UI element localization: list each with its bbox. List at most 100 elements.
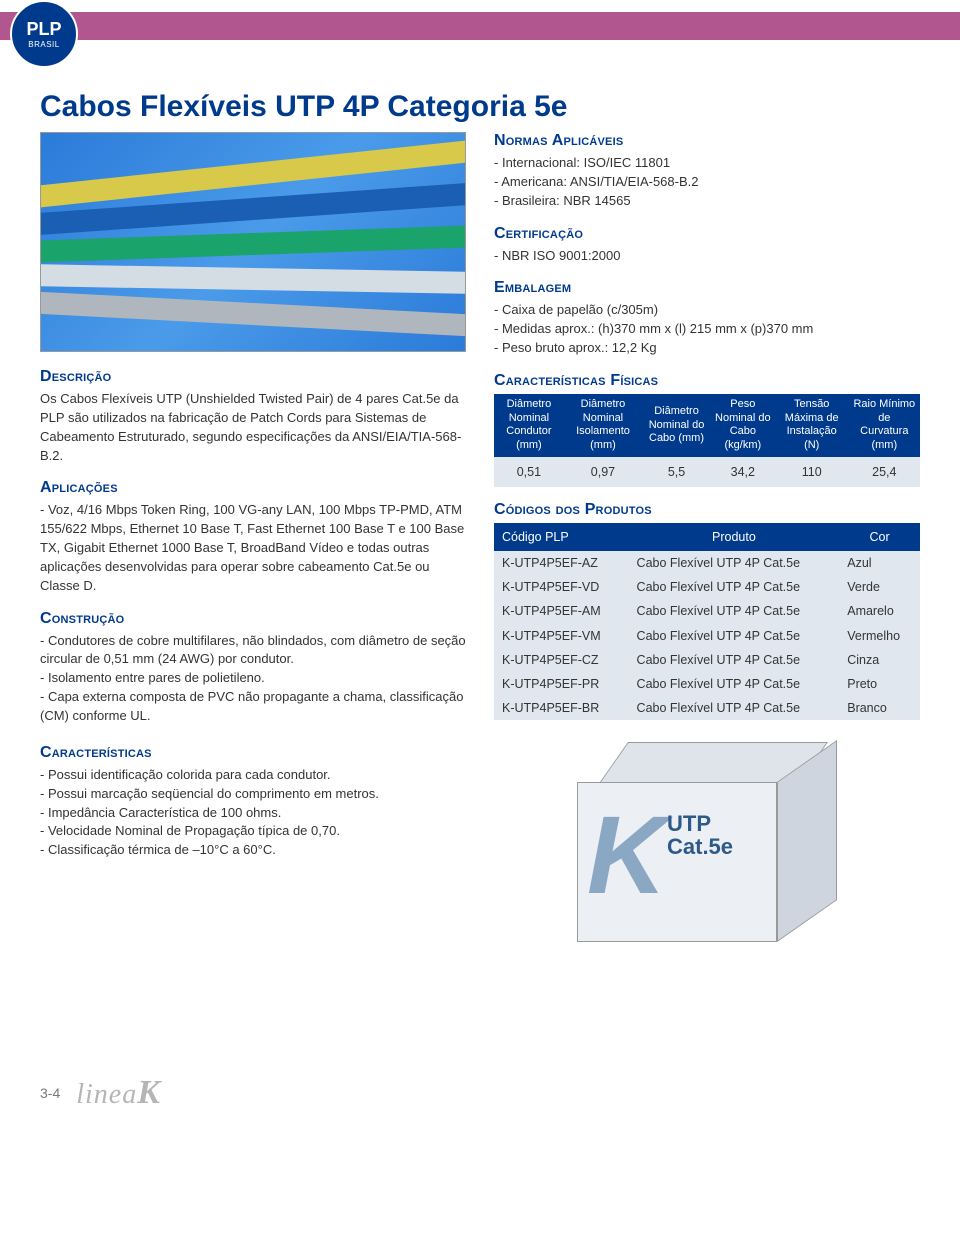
header-stripe [0, 12, 960, 40]
table-cell: K-UTP4P5EF-VD [494, 575, 629, 599]
table-cell: Cabo Flexível UTP 4P Cat.5e [629, 648, 840, 672]
table-row: K-UTP4P5EF-CZ Cabo Flexível UTP 4P Cat.5… [494, 648, 920, 672]
table-row: K-UTP4P5EF-BR Cabo Flexível UTP 4P Cat.5… [494, 696, 920, 720]
table-header: Tensão Máxima de Instalação (N) [775, 394, 849, 457]
table-header-row: Diâmetro Nominal Condutor (mm) Diâmetro … [494, 394, 920, 457]
table-cell: 0,51 [494, 457, 564, 487]
cable-green [40, 225, 466, 263]
table-cell: Cabo Flexível UTP 4P Cat.5e [629, 624, 840, 648]
table-header: Produto [629, 523, 840, 551]
product-box-image: K UTP Cat.5e [494, 742, 920, 952]
table-cell: 34,2 [711, 457, 775, 487]
codigos-table: Código PLP Produto Cor K-UTP4P5EF-AZ Cab… [494, 523, 920, 720]
caracteristicas-title: Características [40, 744, 466, 762]
cardboard-box: K UTP Cat.5e [577, 742, 837, 952]
table-row: K-UTP4P5EF-VD Cabo Flexível UTP 4P Cat.5… [494, 575, 920, 599]
list-item: NBR ISO 9001:2000 [494, 247, 920, 266]
table-cell: Cabo Flexível UTP 4P Cat.5e [629, 575, 840, 599]
list-item: Velocidade Nominal de Propagação típica … [40, 822, 466, 841]
page-number: 3-4 [40, 1085, 60, 1101]
table-cell: Azul [839, 551, 920, 575]
two-column-layout: Descrição Os Cabos Flexíveis UTP (Unshie… [40, 132, 920, 952]
table-header: Diâmetro Nominal Condutor (mm) [494, 394, 564, 457]
table-header-row: Código PLP Produto Cor [494, 523, 920, 551]
table-header: Raio Mínimo de Curvatura (mm) [849, 394, 920, 457]
construcao-title: Construção [40, 610, 466, 628]
table-cell: 25,4 [849, 457, 920, 487]
normas-title: Normas Aplicáveis [494, 132, 920, 150]
table-cell: Vermelho [839, 624, 920, 648]
descricao-title: Descrição [40, 368, 466, 386]
table-header: Diâmetro Nominal Isolamento (mm) [564, 394, 642, 457]
table-cell: K-UTP4P5EF-CZ [494, 648, 629, 672]
table-row: K-UTP4P5EF-AZ Cabo Flexível UTP 4P Cat.5… [494, 551, 920, 575]
cable-white [40, 264, 466, 294]
table-cell: K-UTP4P5EF-VM [494, 624, 629, 648]
list-item: Classificação térmica de –10°C a 60°C. [40, 841, 466, 860]
list-item: Brasileira: NBR 14565 [494, 192, 920, 211]
table-row: 0,51 0,97 5,5 34,2 110 25,4 [494, 457, 920, 487]
codigos-tbody: K-UTP4P5EF-AZ Cabo Flexível UTP 4P Cat.5… [494, 551, 920, 720]
list-item: Impedância Característica de 100 ohms. [40, 804, 466, 823]
table-cell: K-UTP4P5EF-PR [494, 672, 629, 696]
brand-text: linea [76, 1079, 137, 1110]
table-header: Código PLP [494, 523, 629, 551]
table-cell: Preto [839, 672, 920, 696]
list-item: Americana: ANSI/TIA/EIA-568-B.2 [494, 173, 920, 192]
list-item: Caixa de papelão (c/305m) [494, 301, 920, 320]
hero-image [40, 132, 466, 352]
fisicas-table: Diâmetro Nominal Condutor (mm) Diâmetro … [494, 394, 920, 487]
box-label-line2: Cat.5e [667, 834, 733, 859]
page-footer: 3-4 lineaK [40, 1074, 920, 1112]
fisicas-title: Características Físicas [494, 372, 920, 390]
table-cell: Amarelo [839, 599, 920, 623]
table-header: Diâmetro Nominal do Cabo (mm) [642, 394, 711, 457]
embalagem-title: Embalagem [494, 279, 920, 297]
certificacao-list: NBR ISO 9001:2000 [494, 247, 920, 266]
list-item: Condutores de cobre multifilares, não bl… [40, 632, 466, 670]
table-header: Cor [839, 523, 920, 551]
table-cell: Cabo Flexível UTP 4P Cat.5e [629, 696, 840, 720]
table-cell: Cinza [839, 648, 920, 672]
descricao-text: Os Cabos Flexíveis UTP (Unshielded Twist… [40, 390, 466, 465]
table-row: K-UTP4P5EF-PR Cabo Flexível UTP 4P Cat.5… [494, 672, 920, 696]
table-cell: Cabo Flexível UTP 4P Cat.5e [629, 599, 840, 623]
list-item: Peso bruto aprox.: 12,2 Kg [494, 339, 920, 358]
aplicacoes-text: - Voz, 4/16 Mbps Token Ring, 100 VG-any … [40, 501, 466, 595]
caracteristicas-list: Possui identificação colorida para cada … [40, 766, 466, 860]
embalagem-list: Caixa de papelão (c/305m) Medidas aprox.… [494, 301, 920, 358]
page-title: Cabos Flexíveis UTP 4P Categoria 5e [40, 90, 920, 124]
list-item: Internacional: ISO/IEC 11801 [494, 154, 920, 173]
list-item: Capa externa composta de PVC não propaga… [40, 688, 466, 726]
cable-grey [40, 291, 466, 337]
plp-logo: PLP BRASIL [10, 0, 78, 68]
page-content: Cabos Flexíveis UTP 4P Categoria 5e Desc… [0, 0, 960, 1132]
box-k-graphic: K [587, 792, 666, 919]
codigos-title: Códigos dos Produtos [494, 501, 920, 519]
right-column: Normas Aplicáveis Internacional: ISO/IEC… [494, 132, 920, 952]
table-header: Peso Nominal do Cabo (kg/km) [711, 394, 775, 457]
construcao-list: Condutores de cobre multifilares, não bl… [40, 632, 466, 726]
table-row: K-UTP4P5EF-AM Cabo Flexível UTP 4P Cat.5… [494, 599, 920, 623]
table-row: K-UTP4P5EF-VM Cabo Flexível UTP 4P Cat.5… [494, 624, 920, 648]
table-cell: Branco [839, 696, 920, 720]
table-cell: 0,97 [564, 457, 642, 487]
logo-text: PLP [26, 19, 61, 40]
list-item: Medidas aprox.: (h)370 mm x (l) 215 mm x… [494, 320, 920, 339]
table-cell: K-UTP4P5EF-AZ [494, 551, 629, 575]
brand-k: K [137, 1074, 161, 1111]
box-label: UTP Cat.5e [667, 812, 767, 858]
table-cell: 5,5 [642, 457, 711, 487]
normas-list: Internacional: ISO/IEC 11801 Americana: … [494, 154, 920, 211]
certificacao-title: Certificação [494, 225, 920, 243]
list-item: Isolamento entre pares de polietileno. [40, 669, 466, 688]
list-item: Possui identificação colorida para cada … [40, 766, 466, 785]
logo-subtext: BRASIL [28, 40, 59, 49]
aplicacoes-title: Aplicações [40, 479, 466, 497]
box-label-line1: UTP [667, 811, 711, 836]
table-cell: K-UTP4P5EF-AM [494, 599, 629, 623]
list-item: Possui marcação seqüencial do compriment… [40, 785, 466, 804]
table-cell: 110 [775, 457, 849, 487]
table-cell: Cabo Flexível UTP 4P Cat.5e [629, 672, 840, 696]
table-cell: Verde [839, 575, 920, 599]
